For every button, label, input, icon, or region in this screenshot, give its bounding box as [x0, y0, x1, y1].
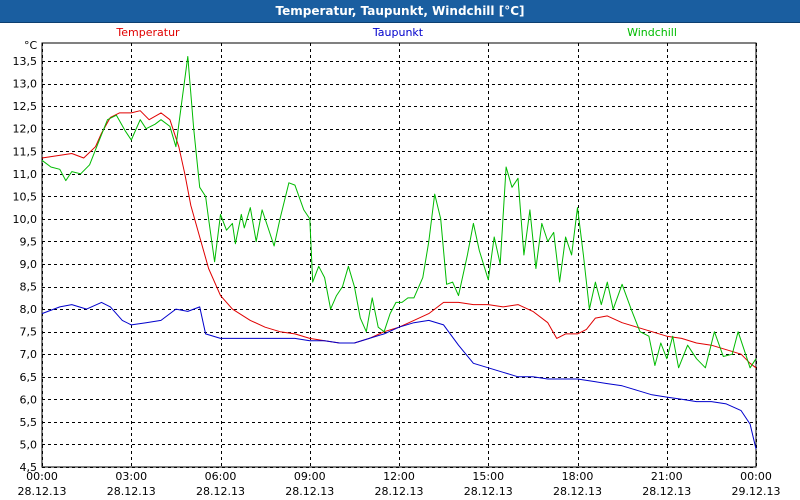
y-tick-label: 6,5 [20, 371, 38, 384]
x-tick-date-label: 29.12.13 [732, 485, 781, 498]
y-tick-label: 6,0 [20, 393, 38, 406]
window-title: Temperatur, Taupunkt, Windchill [°C] [0, 0, 800, 23]
x-tick-date-label: 28.12.13 [285, 485, 334, 498]
x-tick-date-label: 28.12.13 [464, 485, 513, 498]
y-tick-label: 5,5 [20, 416, 38, 429]
legend-entry-windchill: Windchill [627, 26, 677, 39]
series-line-windchill [41, 56, 757, 369]
x-tick-time-label: 00:00 [26, 470, 58, 483]
y-tick-label: 11,0 [13, 168, 38, 181]
series-layer [41, 56, 757, 450]
legend: Temperatur Taupunkt Windchill [115, 26, 677, 39]
legend-entry-temperatur: Temperatur [115, 26, 180, 39]
x-tick-time-label: 09:00 [294, 470, 326, 483]
y-tick-label: 12,5 [13, 100, 38, 113]
x-tick-time-label: 12:00 [383, 470, 415, 483]
y-tick-label: 13,0 [13, 78, 38, 91]
x-tick-time-label: 21:00 [651, 470, 683, 483]
legend-entry-taupunkt: Taupunkt [372, 26, 424, 39]
y-tick-label: 12,0 [13, 123, 38, 136]
grid-lines [42, 43, 757, 468]
x-tick-date-label: 28.12.13 [196, 485, 245, 498]
y-tick-label: 10,0 [13, 213, 38, 226]
y-tick-label: 7,5 [20, 326, 38, 339]
series-line-taupunkt [41, 301, 757, 450]
y-tick-label: 8,0 [20, 303, 38, 316]
series-line-temperatur [41, 110, 757, 369]
x-tick-time-label: 18:00 [562, 470, 594, 483]
y-tick-label: 9,0 [20, 258, 38, 271]
y-tick-label: 4,5 [20, 461, 38, 474]
y-tick-label: 13,5 [13, 55, 38, 68]
x-tick-date-label: 28.12.13 [553, 485, 602, 498]
x-tick-time-label: 03:00 [115, 470, 147, 483]
x-tick-date-label: 28.12.13 [375, 485, 424, 498]
x-tick-date-label: 28.12.13 [18, 485, 67, 498]
x-tick-date-label: 28.12.13 [642, 485, 691, 498]
x-tick-time-label: 06:00 [205, 470, 237, 483]
y-tick-label: 8,5 [20, 281, 38, 294]
y-tick-label: 10,5 [13, 190, 38, 203]
x-axis-tick-labels: 00:00 28.12.13 03:00 28.12.13 06:00 28.12.13 0… [18, 470, 781, 498]
y-tick-label: 11,5 [13, 145, 38, 158]
y-axis-unit-label: °C [24, 39, 38, 52]
y-tick-label: 5,0 [20, 438, 38, 451]
x-tick-date-label: 28.12.13 [107, 485, 156, 498]
x-tick-time-label: 15:00 [472, 470, 504, 483]
x-tick-time-label: 00:00 [740, 470, 772, 483]
y-axis-tick-labels: 4,5 5,0 5,5 6,0 6,5 7,0 7,5 8,0 8,5 9,0 9,5 10,0 10,… [13, 55, 38, 474]
plot-area [41, 42, 757, 468]
y-tick-label: 7,0 [20, 348, 38, 361]
y-tick-label: 9,5 [20, 235, 38, 248]
